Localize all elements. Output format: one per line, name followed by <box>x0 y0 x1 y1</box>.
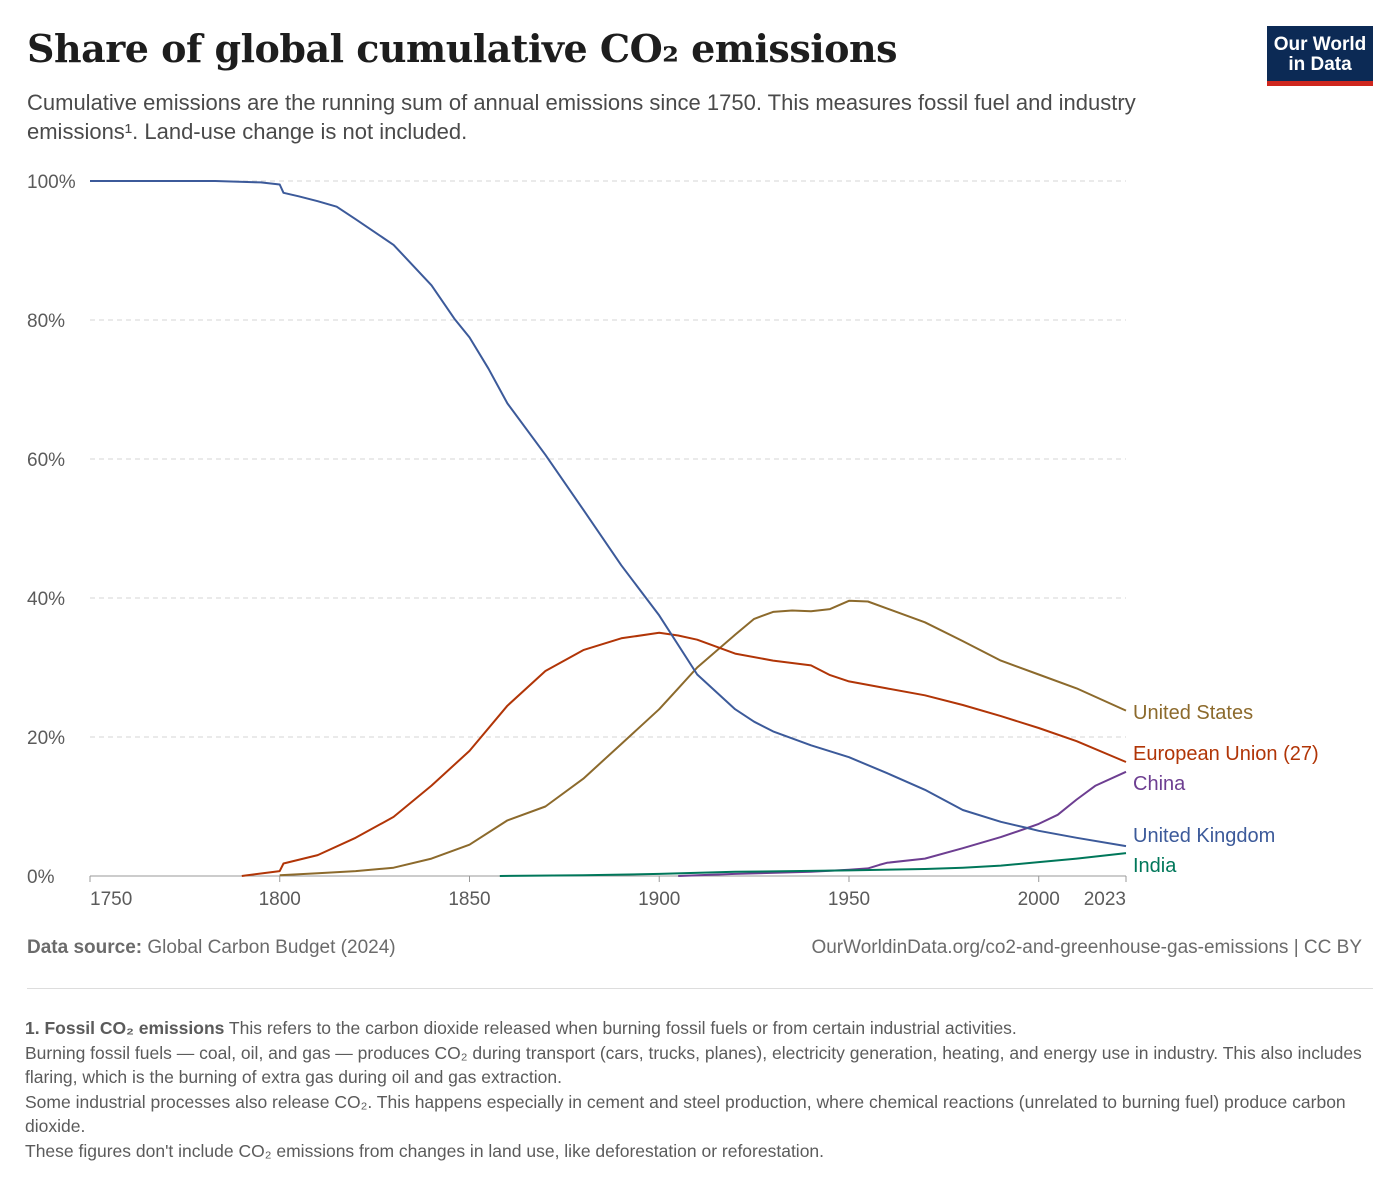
note-heading: 1. Fossil CO₂ emissions <box>25 1018 225 1038</box>
series-label: India <box>1133 855 1177 877</box>
y-tick-label: 20% <box>27 728 65 749</box>
owid-logo[interactable]: Our World in Data <box>1267 26 1373 86</box>
y-tick-label: 40% <box>27 589 65 610</box>
x-tick-label: 2023 <box>1084 889 1126 910</box>
x-tick-label: 1850 <box>448 889 490 910</box>
logo-line1: Our World <box>1273 34 1367 55</box>
x-tick-label: 1950 <box>828 889 870 910</box>
note-line: Burning fossil fuels — coal, oil, and ga… <box>25 1042 1362 1088</box>
series-line-united-kingdom <box>90 180 1127 848</box>
y-tick-label: 100% <box>27 172 76 193</box>
logo-line2: in Data <box>1288 54 1352 75</box>
note-line: 1. Fossil CO₂ emissions This refers to t… <box>25 1018 1017 1038</box>
source-text[interactable]: Global Carbon Budget (2024) <box>147 937 396 958</box>
series-line-european-union-27- <box>241 631 1127 877</box>
y-tick-label: 0% <box>27 867 55 888</box>
series-label: United Kingdom <box>1133 825 1275 847</box>
y-tick-label: 80% <box>27 311 65 332</box>
series-line-united-states <box>279 599 1127 877</box>
series-line-india <box>499 852 1127 877</box>
line-chart: 0% 20% 40% 60% 80% 100% 1750 1800 1850 1900 1950 20… <box>27 172 1319 910</box>
divider <box>27 988 1373 989</box>
x-tick-label: 1900 <box>638 889 680 910</box>
x-tick-label: 1800 <box>259 889 301 910</box>
note-line: These figures don't include CO₂ emission… <box>25 1140 825 1161</box>
chart-title: Share of global cumulative CO₂ emissions <box>27 26 898 71</box>
source-label: Data source: <box>27 937 143 958</box>
y-tick-label: 60% <box>27 450 65 471</box>
chart-subtitle: Cumulative emissions are the running sum… <box>27 90 1136 144</box>
series-label: European Union (27) <box>1133 743 1319 765</box>
source-url[interactable]: OurWorldinData.org/co2-and-greenhouse-ga… <box>811 937 1362 958</box>
footnotes: 1. Fossil CO₂ emissions This refers to t… <box>25 1016 1365 1163</box>
note-line: Some industrial processes also release C… <box>25 1091 1346 1137</box>
series-label: China <box>1133 773 1186 795</box>
x-tick-label: 1750 <box>90 889 132 910</box>
x-tick-label: 2000 <box>1018 889 1060 910</box>
series-label: United States <box>1133 702 1253 724</box>
data-source: Data source: Global Carbon Budget (2024) <box>27 937 396 959</box>
